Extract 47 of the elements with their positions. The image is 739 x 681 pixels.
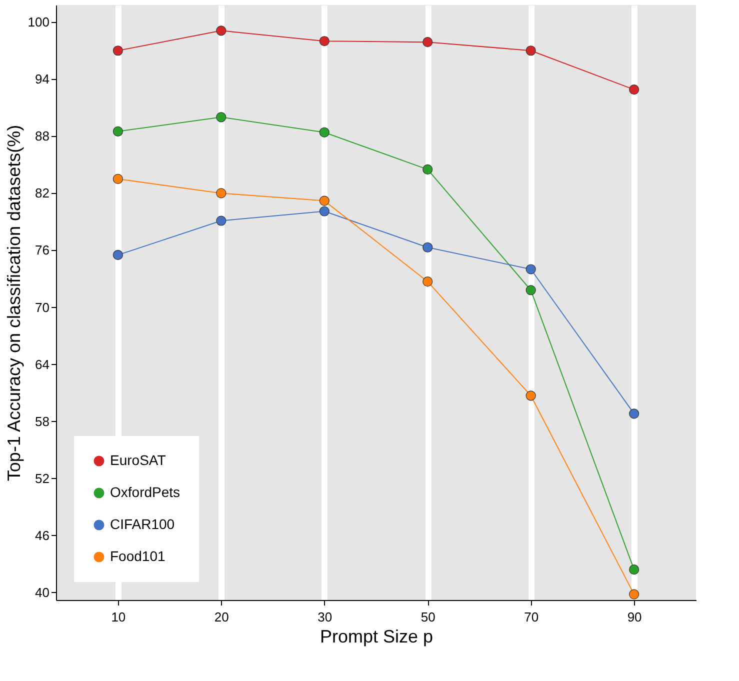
y-tick-label: 82 <box>35 186 50 201</box>
x-tick-label: 10 <box>111 610 126 624</box>
point <box>629 408 640 419</box>
legend-label: EuroSAT <box>110 452 166 468</box>
point <box>112 174 123 184</box>
legend-label: Food101 <box>110 548 166 564</box>
point <box>629 84 640 95</box>
point <box>216 216 226 226</box>
y-tick-label: 94 <box>35 72 50 87</box>
x-tick-label: 70 <box>524 610 539 624</box>
point <box>216 26 226 36</box>
y-tick-label: 70 <box>35 300 50 315</box>
legend-label: CIFAR100 <box>110 516 175 532</box>
y-tick-label: 88 <box>35 128 50 144</box>
x-tick-label: 30 <box>318 610 332 624</box>
y-tick-label: 46 <box>35 528 50 543</box>
point <box>216 112 226 122</box>
y-tick-label: 100 <box>28 14 50 30</box>
point <box>112 126 123 136</box>
x-tick-label: 20 <box>214 610 229 624</box>
point <box>526 390 536 401</box>
x-tick-label: 90 <box>627 610 642 624</box>
point <box>526 285 536 296</box>
point <box>319 196 330 206</box>
y-tick-label: 40 <box>35 584 50 600</box>
point <box>422 242 433 252</box>
point <box>319 206 330 216</box>
point <box>216 188 226 198</box>
point <box>422 164 433 174</box>
x-axis-title: Prompt Size p <box>320 626 434 646</box>
y-tick-label: 52 <box>35 470 50 486</box>
point <box>112 46 123 56</box>
legend-label: OxfordPets <box>110 484 180 500</box>
y-tick-label: 64 <box>35 356 50 372</box>
point <box>422 276 433 287</box>
point <box>319 127 330 138</box>
y-tick-label: 58 <box>35 414 50 429</box>
point <box>526 264 536 274</box>
y-tick-label: 76 <box>35 242 50 258</box>
point <box>629 589 640 600</box>
x-tick-label: 50 <box>420 610 436 624</box>
point <box>319 36 330 46</box>
point <box>629 564 640 575</box>
point <box>422 37 433 48</box>
point <box>526 46 536 56</box>
y-axis-title: Top-1 Accuracy on classification datasets(%) <box>4 124 24 482</box>
point <box>112 250 123 260</box>
